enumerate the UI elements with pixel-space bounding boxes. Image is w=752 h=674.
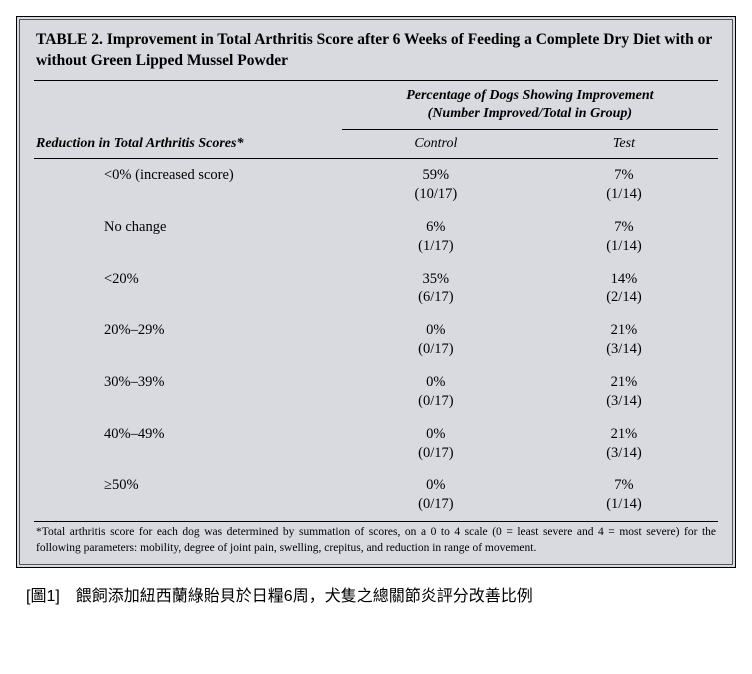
row-control-value: 59%(10/17) — [342, 159, 530, 211]
row-category: No change — [34, 211, 342, 263]
row-test-value: 21%(3/14) — [530, 366, 718, 418]
row-category: 20%–29% — [34, 314, 342, 366]
figure-caption: [圖1] 餵飼添加紐西蘭綠貽貝於日糧6周，犬隻之總關節炎評分改善比例 — [16, 582, 736, 606]
row-category: 30%–39% — [34, 366, 342, 418]
table-row: ≥50%0%(0/17)7%(1/14) — [34, 469, 718, 521]
data-table-body: <0% (increased score)59%(10/17)7%(1/14)N… — [34, 159, 718, 521]
group-header-line1: Percentage of Dogs Showing Improvement — [406, 88, 653, 103]
row-header-label: Reduction in Total Arthritis Scores* — [34, 81, 342, 158]
table-inner-frame: TABLE 2. Improvement in Total Arthritis … — [19, 19, 733, 565]
column-label-control: Control — [342, 130, 530, 158]
row-test-value: 7%(1/14) — [530, 159, 718, 211]
table-row: <0% (increased score)59%(10/17)7%(1/14) — [34, 159, 718, 211]
column-label-test: Test — [530, 130, 718, 158]
row-category: <0% (increased score) — [34, 159, 342, 211]
table-footnote: *Total arthritis score for each dog was … — [34, 522, 718, 558]
row-test-value: 21%(3/14) — [530, 418, 718, 470]
group-header-text: Percentage of Dogs Showing Improvement (… — [342, 81, 718, 130]
column-group-header: Percentage of Dogs Showing Improvement (… — [342, 81, 718, 158]
table-row: 20%–29%0%(0/17)21%(3/14) — [34, 314, 718, 366]
table-row: 40%–49%0%(0/17)21%(3/14) — [34, 418, 718, 470]
row-control-value: 0%(0/17) — [342, 314, 530, 366]
table-row: 30%–39%0%(0/17)21%(3/14) — [34, 366, 718, 418]
table-title: TABLE 2. Improvement in Total Arthritis … — [34, 30, 718, 81]
row-control-value: 35%(6/17) — [342, 263, 530, 315]
row-control-value: 6%(1/17) — [342, 211, 530, 263]
row-control-value: 0%(0/17) — [342, 469, 530, 521]
row-test-value: 14%(2/14) — [530, 263, 718, 315]
column-labels: Control Test — [342, 130, 718, 158]
data-table: <0% (increased score)59%(10/17)7%(1/14)N… — [34, 159, 718, 521]
row-control-value: 0%(0/17) — [342, 418, 530, 470]
row-test-value: 7%(1/14) — [530, 211, 718, 263]
row-category: <20% — [34, 263, 342, 315]
row-category: 40%–49% — [34, 418, 342, 470]
table-row: <20%35%(6/17)14%(2/14) — [34, 263, 718, 315]
table-header-row: Reduction in Total Arthritis Scores* Per… — [34, 81, 718, 159]
table-outer-frame: TABLE 2. Improvement in Total Arthritis … — [16, 16, 736, 568]
row-test-value: 7%(1/14) — [530, 469, 718, 521]
table-row: No change6%(1/17)7%(1/14) — [34, 211, 718, 263]
row-category: ≥50% — [34, 469, 342, 521]
row-control-value: 0%(0/17) — [342, 366, 530, 418]
row-test-value: 21%(3/14) — [530, 314, 718, 366]
group-header-line2: (Number Improved/Total in Group) — [428, 106, 632, 121]
